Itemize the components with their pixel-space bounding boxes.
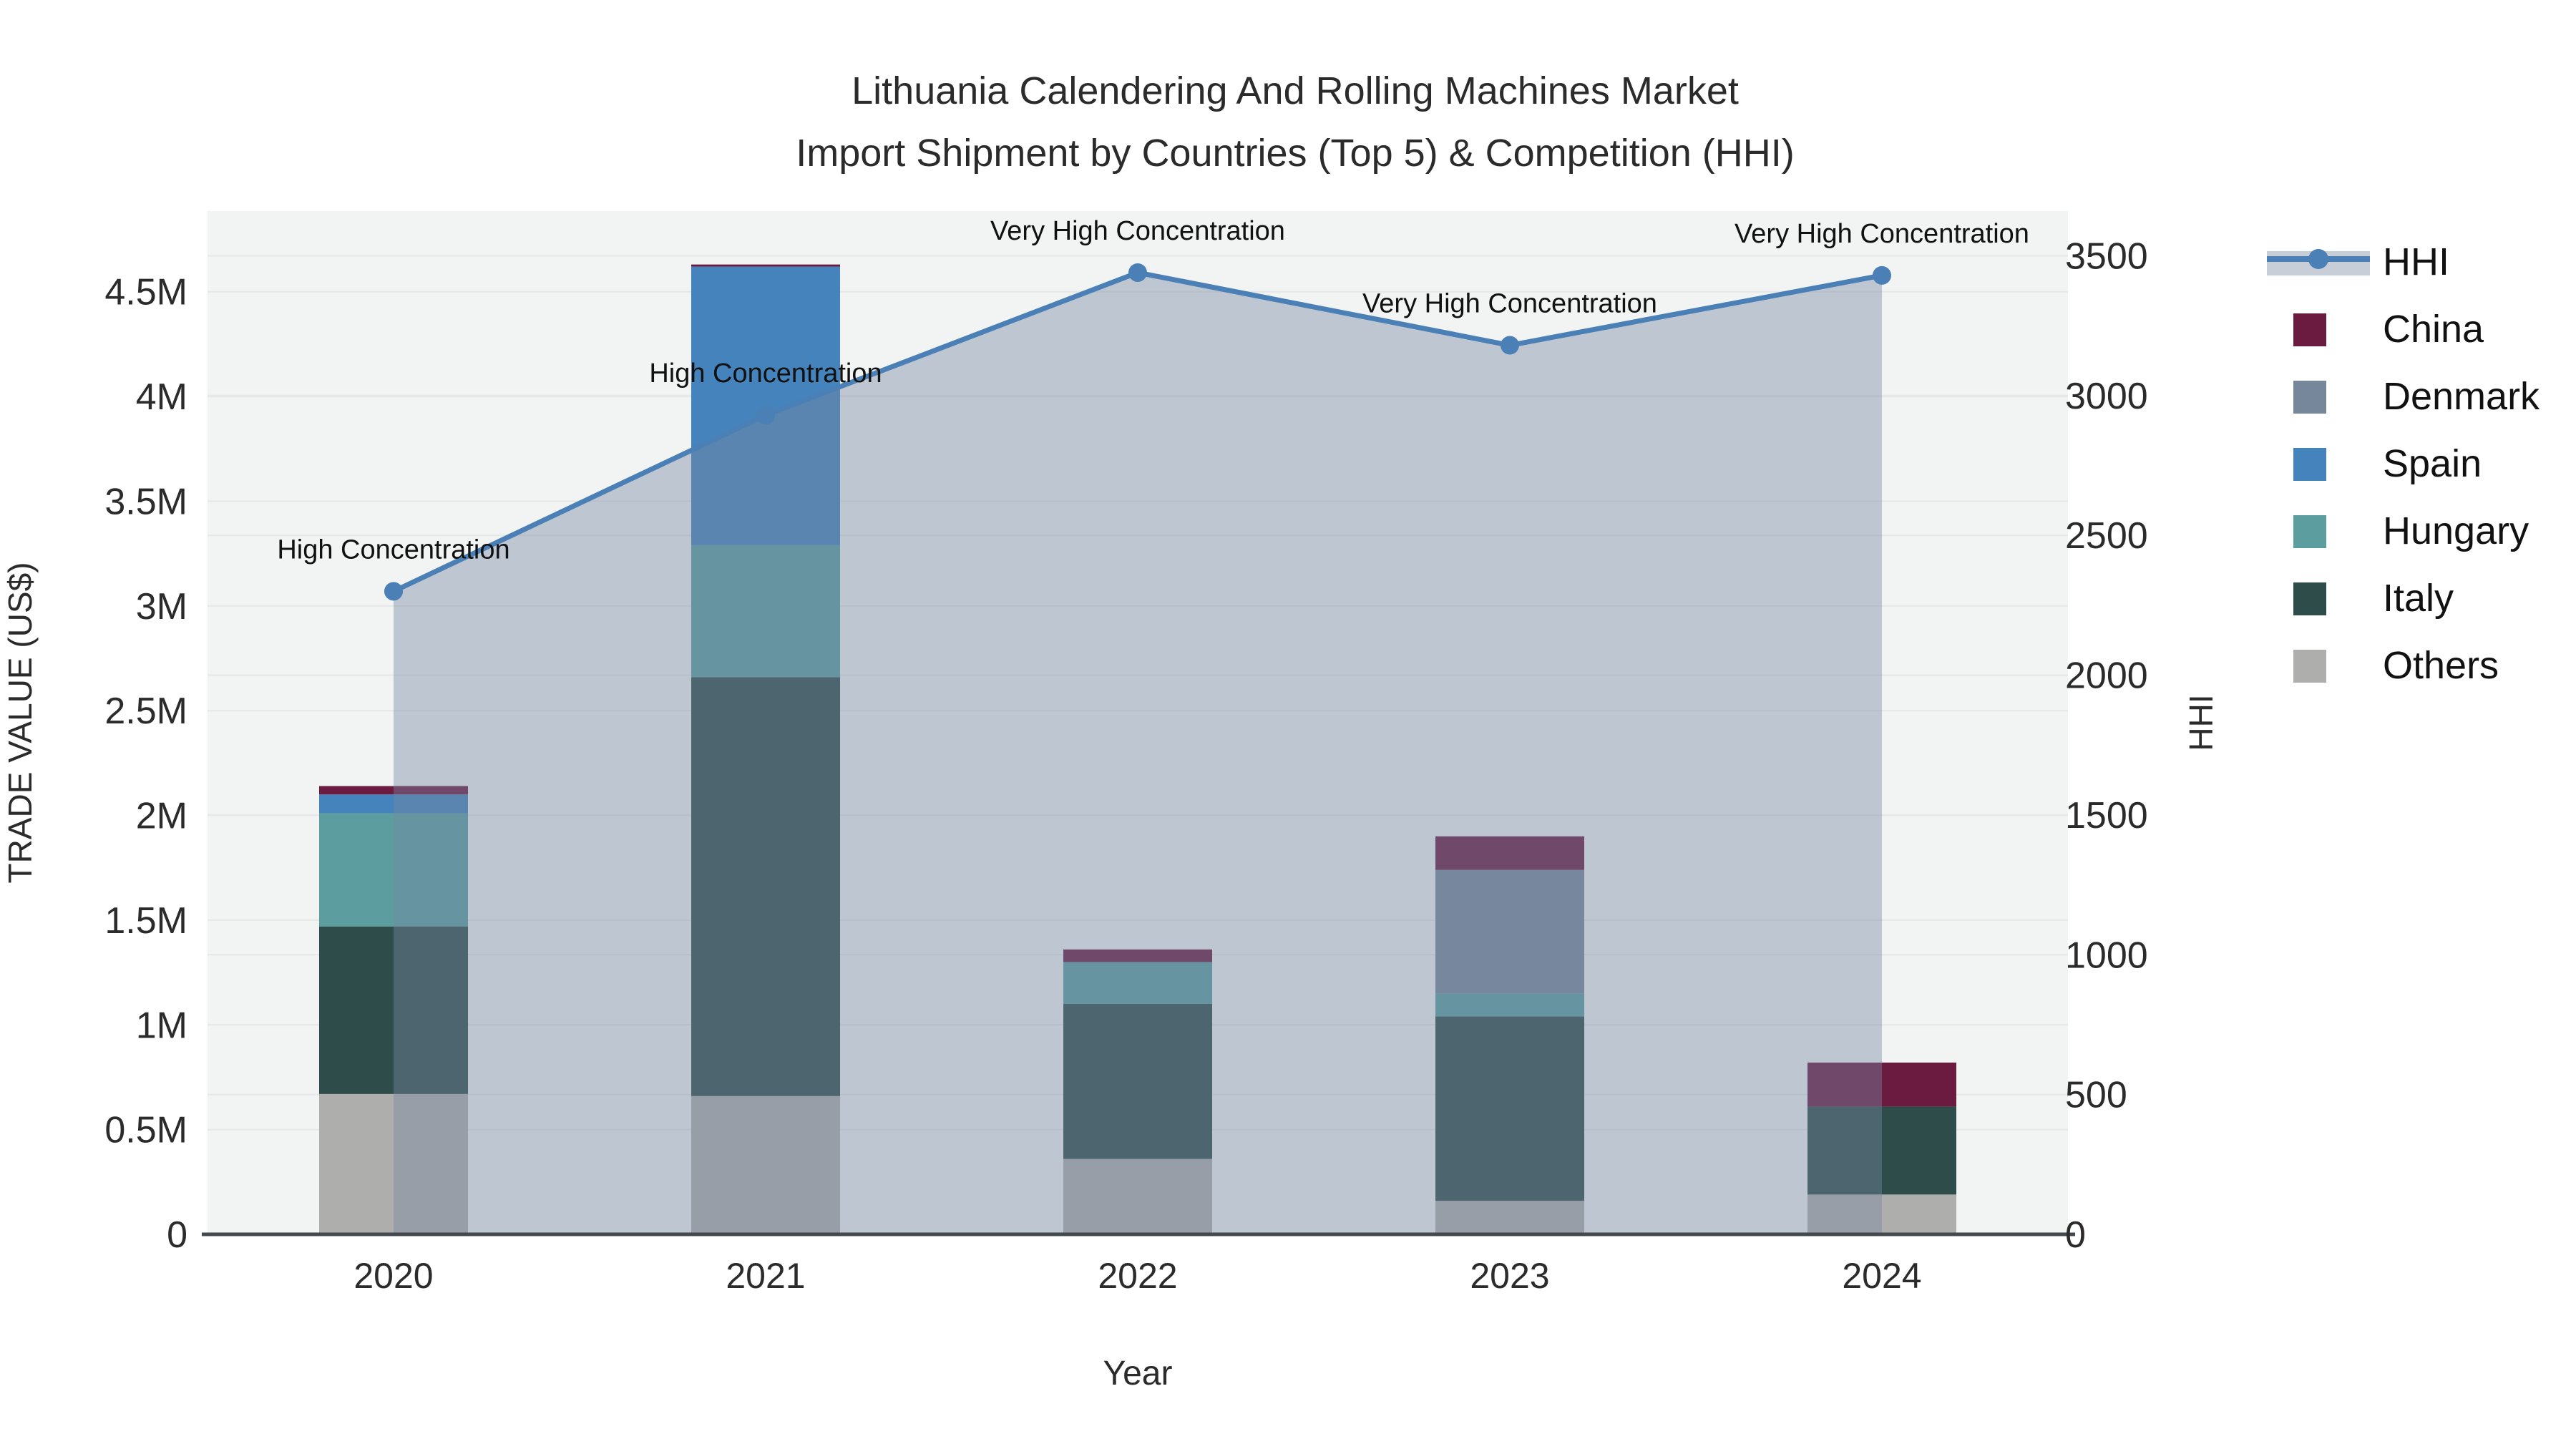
y-axis-left-title: TRADE VALUE (US$)	[1, 562, 39, 883]
y-right-tick-2500: 2500	[2065, 515, 2148, 557]
y-right-tick-2000: 2000	[2065, 655, 2148, 697]
legend-item-denmark[interactable]: Denmark	[2293, 375, 2540, 418]
y-left-tick-1.5M: 1.5M	[104, 900, 187, 942]
hhi-point-2023[interactable]	[1501, 336, 1519, 355]
hhi-point-2024[interactable]	[1873, 265, 1891, 285]
legend-item-hungary[interactable]: Hungary	[2293, 509, 2529, 552]
y-right-tick-0: 0	[2065, 1214, 2086, 1256]
x-tick-2024[interactable]: 2024	[1842, 1256, 1921, 1296]
bar-segment-2020-spain[interactable]	[319, 794, 468, 814]
legend-label-hhi: HHI	[2383, 240, 2449, 283]
bar-segment-2023-italy[interactable]	[1435, 1016, 1584, 1201]
hhi-point-2020[interactable]	[384, 582, 403, 601]
legend-item-italy[interactable]: Italy	[2293, 577, 2454, 620]
hhi-point-2022[interactable]	[1128, 263, 1147, 282]
chart-title-line1: Lithuania Calendering And Rolling Machin…	[852, 69, 1739, 112]
annotation-2024: Very High Concentration	[1735, 219, 2029, 249]
y-right-tick-3000: 3000	[2065, 376, 2148, 417]
legend-label-italy: Italy	[2383, 577, 2454, 620]
bar-segment-2024-china[interactable]	[1807, 1062, 1956, 1107]
bar-segment-2023-hungary[interactable]	[1435, 993, 1584, 1017]
legend-label-denmark: Denmark	[2383, 375, 2540, 418]
y-right-tick-500: 500	[2065, 1075, 2127, 1116]
bar-segment-2021-others[interactable]	[691, 1096, 840, 1234]
hhi-legend-marker	[2308, 249, 2328, 269]
x-tick-2021[interactable]: 2021	[726, 1256, 805, 1296]
legend: HHI China Denmark Spain Hungary Italy Others	[2267, 240, 2540, 687]
legend-label-spain: Spain	[2383, 442, 2482, 485]
y-left-tick-2.5M: 2.5M	[104, 691, 187, 732]
bar-segment-2020-italy[interactable]	[319, 926, 468, 1094]
x-tick-2022[interactable]: 2022	[1098, 1256, 1177, 1296]
y-right-tick-1500: 1500	[2065, 795, 2148, 836]
legend-item-hhi[interactable]: HHI	[2267, 240, 2449, 283]
legend-label-hungary: Hungary	[2383, 509, 2529, 552]
y-left-tick-2M: 2M	[136, 796, 187, 837]
bar-segment-2023-others[interactable]	[1435, 1201, 1584, 1234]
x-axis-title: Year	[1103, 1355, 1173, 1392]
bar-segment-2021-hungary[interactable]	[691, 545, 840, 678]
y-left-tick-1M: 1M	[136, 1005, 187, 1046]
legend-item-others[interactable]: Others	[2293, 644, 2499, 687]
bar-segment-2021-italy[interactable]	[691, 677, 840, 1096]
y-left-tick-3.5M: 3.5M	[104, 481, 187, 522]
annotation-2021: High Concentration	[649, 358, 882, 389]
chart-title-line2: Import Shipment by Countries (Top 5) & C…	[796, 132, 1795, 175]
bar-segment-2022-hungary[interactable]	[1063, 962, 1212, 1004]
legend-swatch-others	[2293, 650, 2326, 683]
bar-segment-2022-italy[interactable]	[1063, 1003, 1212, 1159]
hhi-area-fill	[394, 272, 1882, 1234]
annotation-2020: High Concentration	[277, 535, 509, 565]
y-right-tick-1000: 1000	[2065, 935, 2148, 976]
y-left-tick-3M: 3M	[136, 586, 187, 628]
bar-segment-2020-china[interactable]	[319, 786, 468, 795]
legend-label-others: Others	[2383, 644, 2499, 687]
bar-segment-2024-others[interactable]	[1807, 1194, 1956, 1234]
legend-swatch-denmark	[2293, 381, 2326, 414]
y-left-tick-0: 0	[167, 1214, 187, 1256]
legend-item-china[interactable]: China	[2293, 308, 2484, 351]
y-right-tick-3500: 3500	[2065, 236, 2148, 278]
bar-segment-2023-denmark[interactable]	[1435, 869, 1584, 994]
bar-segment-2024-italy[interactable]	[1807, 1106, 1956, 1195]
bar-segment-2020-others[interactable]	[319, 1093, 468, 1234]
hhi-point-2021[interactable]	[756, 406, 775, 425]
y-left-tick-4M: 4M	[136, 376, 187, 418]
annotation-2022: Very High Concentration	[990, 216, 1285, 246]
legend-swatch-hungary	[2293, 515, 2326, 548]
x-tick-2020[interactable]: 2020	[353, 1256, 433, 1296]
legend-item-spain[interactable]: Spain	[2293, 442, 2482, 485]
y-axis-right-title: HHI	[2182, 694, 2220, 751]
x-tick-2023[interactable]: 2023	[1470, 1256, 1549, 1296]
y-left-tick-4.5M: 4.5M	[104, 272, 187, 313]
annotation-2023: Very High Concentration	[1362, 289, 1657, 319]
legend-swatch-italy	[2293, 582, 2326, 615]
legend-swatch-spain	[2293, 448, 2326, 481]
bar-segment-2022-others[interactable]	[1063, 1158, 1212, 1234]
bar-segment-2023-china[interactable]	[1435, 836, 1584, 870]
plot-area: High Concentration High Concentration Very…	[104, 211, 2148, 1296]
bar-segment-2020-hungary[interactable]	[319, 813, 468, 927]
legend-label-china: China	[2383, 308, 2484, 351]
bar-segment-2022-china[interactable]	[1063, 949, 1212, 962]
y-left-tick-0.5M: 0.5M	[104, 1110, 187, 1151]
bar-segment-2021-china[interactable]	[691, 264, 840, 267]
legend-swatch-china	[2293, 313, 2326, 346]
